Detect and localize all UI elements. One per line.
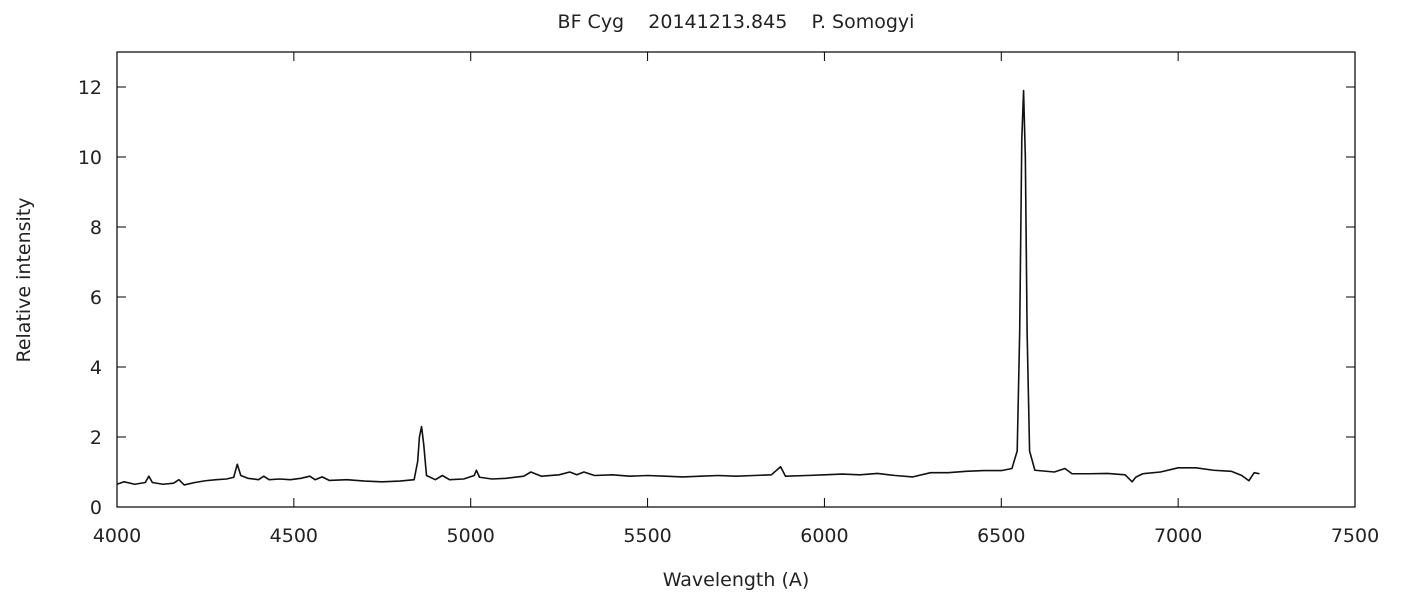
chart-title: BF Cyg 20141213.845 P. Somogyi <box>558 11 915 33</box>
x-tick-label: 4500 <box>270 525 318 547</box>
y-tick-label: 8 <box>90 217 102 239</box>
y-tick-label: 6 <box>90 287 102 309</box>
x-tick-label: 4000 <box>93 525 141 547</box>
x-tick-label: 7500 <box>1331 525 1379 547</box>
x-tick-label: 5500 <box>623 525 671 547</box>
x-axis-label: Wavelength (A) <box>663 569 810 591</box>
y-tick-label: 0 <box>90 497 102 519</box>
y-tick-label: 10 <box>78 147 102 169</box>
x-tick-label: 6000 <box>800 525 848 547</box>
y-axis-label: Relative intensity <box>13 197 35 362</box>
y-tick-label: 12 <box>78 77 102 99</box>
x-tick-label: 6500 <box>977 525 1025 547</box>
spectrum-line <box>116 89 1260 486</box>
y-tick-label: 4 <box>90 357 102 379</box>
y-tick-label: 2 <box>90 427 102 449</box>
plot-frame <box>116 51 1356 508</box>
x-tick-label: 7000 <box>1154 525 1202 547</box>
x-tick-label: 5000 <box>447 525 495 547</box>
